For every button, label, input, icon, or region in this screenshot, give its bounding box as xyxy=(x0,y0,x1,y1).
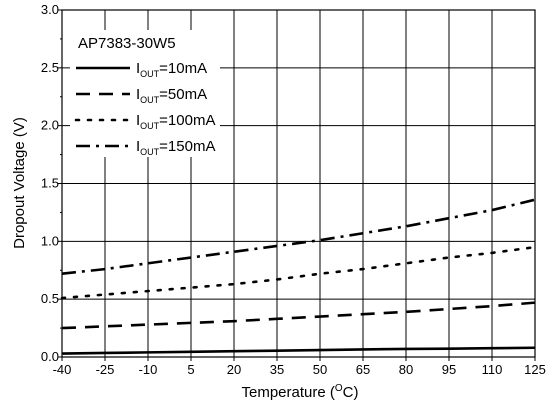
y-tick-label: 1.5 xyxy=(41,176,59,191)
x-axis-title: Temperature (OC) xyxy=(242,383,359,401)
y-tick-label: 0.0 xyxy=(41,349,59,364)
x-tick-label: -40 xyxy=(53,362,72,377)
series-line-4 xyxy=(62,200,535,274)
x-tick-label: 5 xyxy=(187,362,194,377)
x-tick-label: 80 xyxy=(399,362,413,377)
x-tick-label: 95 xyxy=(442,362,456,377)
y-tick-label: 3.0 xyxy=(41,2,59,17)
y-tick-label: 1.0 xyxy=(41,233,59,248)
x-axis-title-tail: C) xyxy=(343,384,359,401)
x-tick-label: 50 xyxy=(313,362,327,377)
x-tick-label: -25 xyxy=(96,362,115,377)
legend: AP7383-30W5 IOUT=10mAIOUT=50mAIOUT=100mA… xyxy=(70,30,220,157)
x-tick-label: -10 xyxy=(139,362,158,377)
x-tick-label: 110 xyxy=(482,362,503,377)
y-tick-label: 0.5 xyxy=(41,291,59,306)
y-axis-title: Dropout Voltage (V) xyxy=(11,117,28,249)
x-tick-label: 35 xyxy=(270,362,284,377)
series-line-1 xyxy=(62,348,535,354)
series-line-2 xyxy=(62,303,535,328)
x-tick-label: 125 xyxy=(524,362,546,377)
y-tick-label: 2.5 xyxy=(41,60,59,75)
legend-title: AP7383-30W5 xyxy=(78,35,176,52)
series-layer xyxy=(62,200,535,354)
series-line-3 xyxy=(62,247,535,298)
x-tick-label: 20 xyxy=(227,362,241,377)
y-tick-label: 2.0 xyxy=(41,118,59,133)
x-tick-label: 65 xyxy=(356,362,370,377)
x-axis-title-main: Temperature ( xyxy=(242,384,335,401)
